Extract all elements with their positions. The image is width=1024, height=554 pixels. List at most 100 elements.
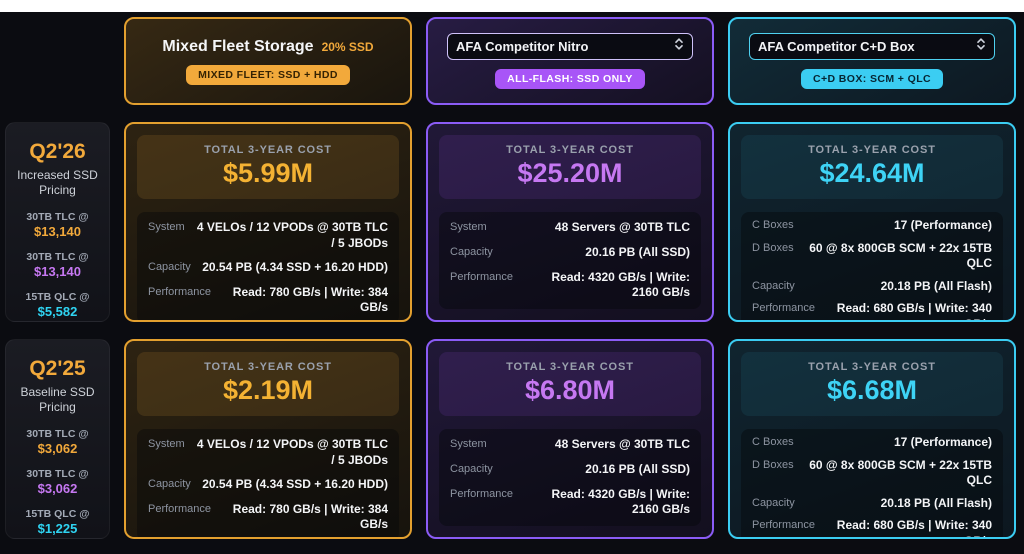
spec-label: Performance xyxy=(752,519,815,532)
spec-label: D Boxes xyxy=(752,241,794,254)
spec-value: 48 Servers @ 30TB TLC xyxy=(554,437,690,452)
spec-value: Read: 780 GB/s | Write: 384 GB/s xyxy=(232,284,388,315)
price-item: 30TB TLC @ $3,062 xyxy=(26,468,90,496)
spec-value: 60 @ 8x 800GB SCM + 22x 15TB QLC xyxy=(809,457,992,488)
row-label-q226: Q2'26 Increased SSD Pricing 30TB TLC @ $… xyxy=(5,122,110,322)
spec-panel: System 4 VELOs / 12 VPODs @ 30TB TLC / 5… xyxy=(137,212,399,320)
spec-value: 20.16 PB (All SSD) xyxy=(585,461,690,476)
spec-value: 17 (Performance) xyxy=(893,218,992,232)
spec-label: Capacity xyxy=(450,462,493,475)
spec-row: System 48 Servers @ 30TB TLC xyxy=(450,437,690,453)
nitro-select-value: AFA Competitor Nitro xyxy=(456,39,589,54)
spec-label: Performance xyxy=(752,302,815,315)
quarter-label: Q2'26 xyxy=(29,140,86,163)
spec-row: Performance Read: 680 GB/s | Write: 340 … xyxy=(752,518,992,537)
spec-panel: C Boxes 17 (Performance) D Boxes 60 @ 8x… xyxy=(741,212,1003,320)
total-cost-value: $6.68M xyxy=(826,375,918,405)
spec-label: Performance xyxy=(450,487,513,500)
spec-row: Capacity 20.18 PB (All Flash) xyxy=(752,279,992,295)
spec-label: Capacity xyxy=(148,478,191,491)
total-cost-value: $24.64M xyxy=(819,158,925,188)
nitro-badge: ALL-FLASH: SSD ONLY xyxy=(495,69,645,89)
spec-label: System xyxy=(148,438,185,450)
top-white-strip xyxy=(0,0,1024,12)
spec-row: Capacity 20.54 PB (4.34 SSD + 16.20 HDD) xyxy=(148,477,388,493)
price-item: 15TB QLC @ $1,225 xyxy=(26,508,90,536)
price-item: 30TB TLC @ $3,062 xyxy=(26,428,90,456)
spec-row: System 48 Servers @ 30TB TLC xyxy=(450,220,690,236)
spec-label: System xyxy=(148,221,185,233)
spec-label: Capacity xyxy=(148,261,191,274)
spec-panel: C Boxes 17 (Performance) D Boxes 60 @ 8x… xyxy=(741,429,1003,537)
total-cost-label: TOTAL 3-YEAR COST xyxy=(506,144,634,156)
spec-row: D Boxes 60 @ 8x 800GB SCM + 22x 15TB QLC xyxy=(752,458,992,489)
mixed-fleet-badge: MIXED FLEET: SSD + HDD xyxy=(186,64,350,85)
spec-value: 20.16 PB (All SSD) xyxy=(585,244,690,259)
spec-label: System xyxy=(450,438,487,451)
cost-panel: TOTAL 3-YEAR COST $5.99M xyxy=(137,135,399,199)
spec-row: Performance Read: 780 GB/s | Write: 384 … xyxy=(148,502,388,533)
comparison-grid: Mixed Fleet Storage 20% SSD MIXED FLEET:… xyxy=(0,12,1024,539)
row-label-q225: Q2'25 Baseline SSD Pricing 30TB TLC @ $3… xyxy=(5,339,110,539)
spec-label: D Boxes xyxy=(752,458,794,471)
price-value: $1,225 xyxy=(37,521,78,536)
price-label: 15TB QLC @ xyxy=(25,291,90,303)
price-label: 30TB TLC @ xyxy=(26,251,89,263)
spec-label: Capacity xyxy=(450,245,493,258)
spec-value: Read: 680 GB/s | Write: 340 GB/s xyxy=(836,518,992,537)
spec-row: C Boxes 17 (Performance) xyxy=(752,435,992,451)
spec-value: 20.54 PB (4.34 SSD + 16.20 HDD) xyxy=(202,260,388,275)
total-cost-value: $2.19M xyxy=(222,375,314,405)
pricing-subtitle: Baseline SSD Pricing xyxy=(20,385,95,414)
spec-label: Capacity xyxy=(752,279,795,292)
price-label: 30TB TLC @ xyxy=(26,428,89,440)
spec-row: C Boxes 17 (Performance) xyxy=(752,218,992,234)
cell-q226-cdbox: TOTAL 3-YEAR COST $24.64M C Boxes 17 (Pe… xyxy=(728,122,1016,322)
competitor-select-nitro[interactable]: AFA Competitor Nitro xyxy=(447,33,693,60)
price-value: $13,140 xyxy=(33,224,81,239)
spec-row: Performance Read: 680 GB/s | Write: 340 … xyxy=(752,301,992,320)
price-label: 30TB TLC @ xyxy=(26,211,89,223)
price-value: $3,062 xyxy=(37,441,78,456)
spec-panel: System 48 Servers @ 30TB TLC Capacity 20… xyxy=(439,429,701,526)
price-item: 30TB TLC @ $13,140 xyxy=(26,251,90,279)
total-cost-value: $6.80M xyxy=(524,375,616,405)
cost-panel: TOTAL 3-YEAR COST $6.80M xyxy=(439,352,701,416)
cost-panel: TOTAL 3-YEAR COST $2.19M xyxy=(137,352,399,416)
cell-q226-nitro: TOTAL 3-YEAR COST $25.20M System 48 Serv… xyxy=(426,122,714,322)
spec-value: 17 (Performance) xyxy=(893,435,992,449)
spec-label: Performance xyxy=(148,502,211,515)
price-label: 30TB TLC @ xyxy=(26,468,89,480)
price-value: $3,062 xyxy=(37,481,78,496)
price-value: $5,582 xyxy=(37,304,78,319)
price-item: 30TB TLC @ $13,140 xyxy=(26,211,90,239)
cost-panel: TOTAL 3-YEAR COST $25.20M xyxy=(439,135,701,199)
spec-label: C Boxes xyxy=(752,219,794,231)
total-cost-label: TOTAL 3-YEAR COST xyxy=(204,361,332,373)
header-card-cdbox: AFA Competitor C+D Box C+D BOX: SCM + QL… xyxy=(728,17,1016,105)
quarter-label: Q2'25 xyxy=(29,357,86,380)
price-item: 15TB QLC @ $5,582 xyxy=(26,291,90,319)
total-cost-value: $25.20M xyxy=(517,158,623,188)
spec-row: Capacity 20.16 PB (All SSD) xyxy=(450,462,690,478)
price-label: 15TB QLC @ xyxy=(25,508,90,520)
updown-chevron-icon xyxy=(674,37,684,56)
cell-q225-nitro: TOTAL 3-YEAR COST $6.80M System 48 Serve… xyxy=(426,339,714,539)
cost-panel: TOTAL 3-YEAR COST $6.68M xyxy=(741,352,1003,416)
spec-row: D Boxes 60 @ 8x 800GB SCM + 22x 15TB QLC xyxy=(752,241,992,272)
header-card-nitro: AFA Competitor Nitro ALL-FLASH: SSD ONLY xyxy=(426,17,714,105)
updown-chevron-icon xyxy=(976,37,986,56)
spec-label: Performance xyxy=(148,285,211,298)
price-value: $13,140 xyxy=(33,264,81,279)
spec-row: Capacity 20.18 PB (All Flash) xyxy=(752,496,992,512)
total-cost-label: TOTAL 3-YEAR COST xyxy=(506,361,634,373)
spec-value: 60 @ 8x 800GB SCM + 22x 15TB QLC xyxy=(809,240,992,271)
spec-row: System 4 VELOs / 12 VPODs @ 30TB TLC / 5… xyxy=(148,220,388,251)
spec-value: 20.18 PB (All Flash) xyxy=(880,495,992,510)
spec-value: 20.18 PB (All Flash) xyxy=(880,278,992,293)
spec-value: 4 VELOs / 12 VPODs @ 30TB TLC / 5 JBODs xyxy=(196,437,388,467)
spec-row: Performance Read: 780 GB/s | Write: 384 … xyxy=(148,285,388,316)
competitor-select-cdbox[interactable]: AFA Competitor C+D Box xyxy=(749,33,995,60)
price-list: 30TB TLC @ $3,062 30TB TLC @ $3,062 15TB… xyxy=(26,428,90,536)
total-cost-value: $5.99M xyxy=(222,158,314,188)
